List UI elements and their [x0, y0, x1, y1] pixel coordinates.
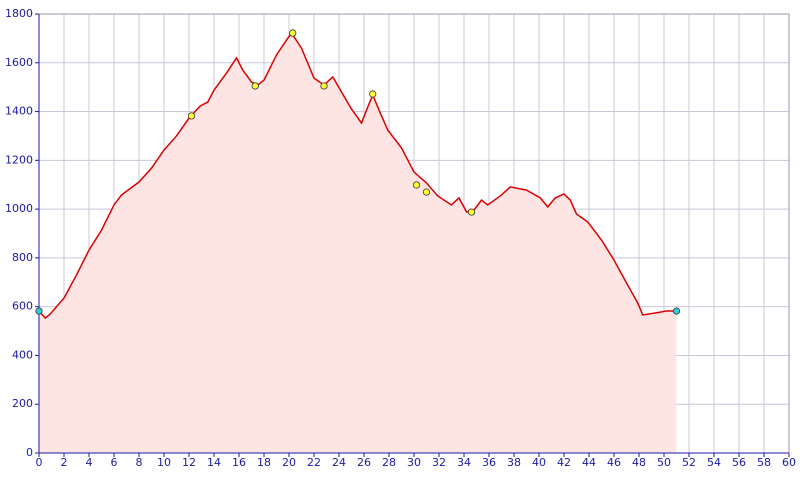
waypoint-marker [422, 188, 431, 196]
endpoint-marker [672, 307, 681, 315]
x-tick-label: 28 [382, 456, 396, 469]
x-tick-label: 38 [507, 456, 521, 469]
y-tick-label: 1200 [5, 153, 33, 166]
y-tick-label: 600 [12, 300, 33, 313]
x-tick-label: 46 [607, 456, 621, 469]
waypoint-marker [320, 82, 328, 90]
waypoint-marker [467, 208, 476, 216]
x-tick-label: 50 [657, 456, 671, 469]
x-tick-label: 42 [557, 456, 571, 469]
y-tick-label: 1400 [5, 105, 33, 118]
x-tick-label: 16 [232, 456, 246, 469]
x-tick-label: 44 [582, 456, 596, 469]
x-tick-label: 12 [182, 456, 196, 469]
y-tick-label: 1800 [5, 7, 33, 20]
profile-line [38, 31, 677, 320]
x-tick-label: 18 [257, 456, 271, 469]
waypoint-marker [369, 90, 377, 98]
x-tick-label: 26 [357, 456, 371, 469]
waypoint-marker [187, 112, 196, 120]
x-tick-label: 4 [86, 456, 93, 469]
x-tick-label: 8 [136, 456, 143, 469]
x-tick-label: 34 [457, 456, 471, 469]
x-tick-label: 20 [282, 456, 296, 469]
x-tick-label: 48 [632, 456, 646, 469]
x-tick-label: 0 [36, 456, 43, 469]
x-tick-label: 6 [111, 456, 118, 469]
y-tick-label: 1600 [5, 56, 33, 69]
area-fill [39, 33, 677, 453]
x-tick-label: 58 [757, 456, 771, 469]
endpoint-marker [35, 307, 43, 315]
y-tick-label: 200 [12, 397, 33, 410]
waypoint-marker [251, 82, 259, 90]
x-tick-label: 30 [407, 456, 421, 469]
x-tick-label: 60 [782, 456, 796, 469]
y-tick-label: 0 [26, 446, 33, 459]
y-tick-label: 800 [12, 251, 33, 264]
y-tick-label: 400 [12, 348, 33, 361]
x-tick-label: 24 [332, 456, 346, 469]
x-tick-label: 40 [532, 456, 546, 469]
y-tick-label: 1000 [5, 202, 33, 215]
x-tick-label: 22 [307, 456, 321, 469]
x-tick-label: 32 [432, 456, 446, 469]
x-tick-label: 14 [207, 456, 221, 469]
x-tick-label: 36 [482, 456, 496, 469]
x-tick-label: 2 [61, 456, 68, 469]
waypoint-marker [289, 29, 297, 37]
waypoint-marker [412, 181, 421, 189]
x-tick-label: 52 [682, 456, 696, 469]
x-tick-label: 56 [732, 456, 746, 469]
x-tick-label: 54 [707, 456, 721, 469]
x-tick-label: 10 [157, 456, 171, 469]
